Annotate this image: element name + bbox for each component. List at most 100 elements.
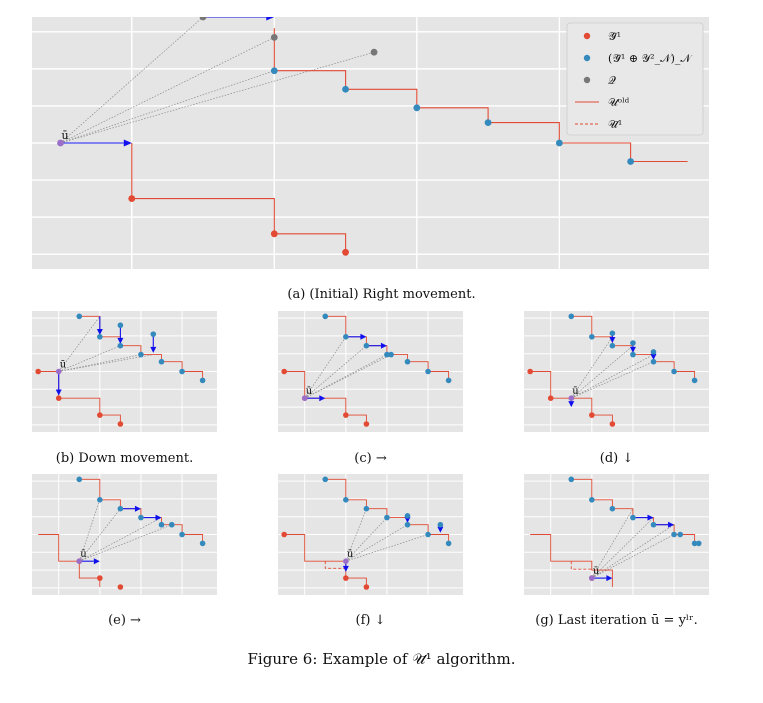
red-point	[97, 575, 103, 581]
plot-d: ū	[524, 311, 709, 432]
dotted-connector	[79, 517, 162, 562]
u-bar-label: ū	[62, 129, 69, 142]
blue-point	[630, 351, 636, 358]
red-point	[128, 195, 136, 202]
blue-point	[630, 340, 636, 346]
arrow-head	[150, 346, 157, 353]
caption-d: (d) ↓	[599, 451, 634, 466]
red-point	[97, 412, 103, 418]
legend: 𝒴̂¹ (𝒴̂¹ ⊕ 𝒴²_𝒩)_𝒩 𝒬 𝒰ᵒˡᵈ 𝒰̄¹	[566, 22, 704, 136]
blue-point	[650, 349, 657, 355]
blue-point	[117, 505, 124, 512]
blue-point	[388, 351, 394, 358]
dotted-connector	[58, 316, 101, 372]
red-point	[547, 395, 554, 401]
red-point	[363, 421, 370, 427]
blue-point	[404, 521, 411, 528]
red-point	[270, 230, 278, 238]
blue-point	[343, 334, 349, 340]
blue-point	[671, 368, 677, 375]
u-old-upper-step-line	[273, 28, 688, 163]
arrow-head	[319, 395, 326, 402]
arrow-head	[606, 575, 613, 582]
gray-point	[199, 17, 207, 21]
u-old-lower-step-line	[530, 371, 613, 424]
panel-c: ū	[278, 311, 463, 432]
dotted-connector	[304, 354, 392, 399]
blue-point	[568, 313, 575, 320]
blue-point	[413, 104, 421, 112]
blue-point	[445, 540, 452, 547]
dotted-connector	[58, 354, 142, 372]
blue-point	[671, 531, 677, 538]
arrow-head	[360, 333, 367, 340]
arrow-head	[55, 389, 62, 396]
blue-point	[158, 521, 165, 528]
blue-point	[589, 334, 595, 340]
blue-point	[117, 342, 124, 349]
red-point	[589, 412, 595, 418]
u-bar-label: ū	[306, 386, 313, 397]
legend-marker	[583, 76, 591, 84]
dotted-connector	[591, 534, 675, 579]
blue-point	[342, 85, 349, 93]
plot-a: ū 𝒴̂¹ (𝒴̂¹ ⊕ 𝒴²_𝒩)_𝒩 𝒬 𝒰ᵒˡᵈ 𝒰̄¹	[32, 17, 709, 269]
dotted-connector	[58, 345, 121, 372]
gray-point	[270, 33, 278, 41]
blue-point	[677, 531, 684, 538]
blue-point	[425, 368, 431, 375]
panel-g: ū	[524, 474, 709, 595]
arrow-head	[404, 516, 411, 523]
u-bar-dashed-line	[324, 561, 346, 569]
red-point	[609, 421, 616, 427]
arrow-head	[609, 337, 616, 344]
arrow-head	[568, 401, 575, 408]
blue-point	[168, 521, 175, 528]
blue-point	[179, 531, 185, 538]
arrow-head	[647, 514, 654, 521]
red-point	[343, 412, 349, 418]
u-old-lower-step-line	[530, 534, 613, 587]
blue-point	[199, 540, 206, 547]
blue-point	[97, 497, 103, 503]
u-bar-point	[301, 395, 308, 401]
blue-point	[76, 313, 83, 320]
blue-point	[695, 540, 702, 547]
caption-f: (f) ↓	[355, 613, 386, 628]
caption-a: (a) (Initial) Right movement.	[287, 287, 476, 302]
blue-point	[97, 334, 103, 340]
legend-label: 𝒬	[608, 74, 616, 87]
blue-point	[343, 497, 349, 503]
blue-point	[199, 377, 206, 384]
u-old-lower-step-line	[284, 371, 367, 424]
u-bar-point	[568, 395, 575, 401]
u-bar-dashed-line	[570, 561, 592, 570]
blue-point	[609, 330, 616, 337]
dotted-connector	[591, 508, 634, 579]
arrow-head	[629, 346, 636, 353]
panel-a: ū 𝒴̂¹ (𝒴̂¹ ⊕ 𝒴²_𝒩)_𝒩 𝒬 𝒰ᵒˡᵈ 𝒰̄¹	[32, 17, 709, 269]
dotted-connector	[571, 354, 654, 399]
blue-point	[270, 67, 278, 75]
arrow-head	[123, 139, 132, 147]
legend-marker	[583, 54, 591, 62]
u-old-lower-step-line	[131, 143, 347, 253]
u-bar-label: ū	[347, 549, 354, 560]
blue-point	[158, 358, 165, 365]
blue-point	[150, 331, 157, 337]
red-point	[527, 368, 533, 375]
legend-label: 𝒰ᵒˡᵈ	[608, 96, 630, 109]
red-point	[343, 575, 349, 581]
dotted-connector	[60, 51, 375, 144]
u-bar-label: ū	[593, 566, 600, 577]
red-point	[117, 584, 124, 590]
caption-c: (c) →	[354, 451, 387, 466]
arrow-head	[342, 565, 349, 572]
dotted-connector	[591, 517, 654, 579]
blue-point	[425, 531, 431, 538]
plot-c: ū	[278, 311, 463, 432]
arrow-head	[134, 505, 141, 512]
dotted-connector	[345, 517, 388, 562]
blue-point	[138, 351, 144, 358]
plot-e: ū	[32, 474, 217, 595]
